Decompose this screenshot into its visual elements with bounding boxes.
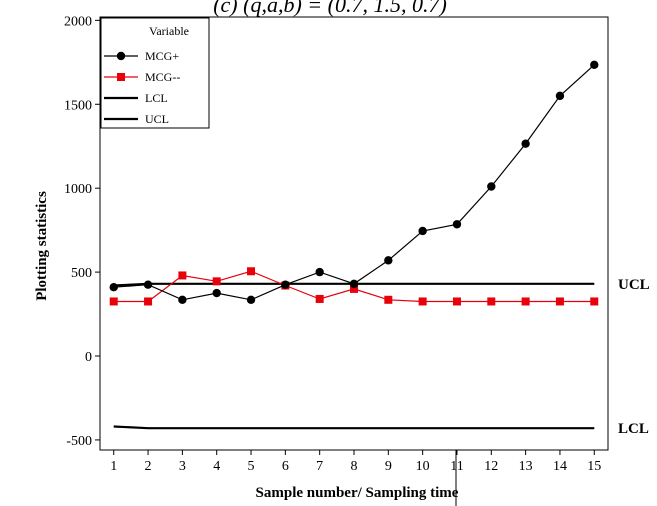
data-point-square — [144, 297, 153, 306]
data-point-square — [109, 297, 118, 306]
data-point-square — [212, 277, 221, 286]
data-point-circle — [109, 283, 118, 292]
control-limit-labels: UCL LCL — [618, 277, 650, 437]
data-point-square — [247, 267, 256, 276]
legend-title: Variable — [149, 24, 189, 38]
legend: Variable MCG+ MCG-- LCL UCL — [100, 17, 210, 129]
data-point-circle — [590, 60, 599, 70]
data-point-square — [555, 297, 564, 306]
y-axis-title: Plotting statistics — [34, 191, 50, 301]
x-tick-label: 2 — [145, 459, 152, 474]
data-point-square — [487, 297, 496, 306]
x-tick-label: 14 — [553, 459, 567, 474]
x-tick-label: 13 — [519, 459, 533, 474]
x-tick-label: 15 — [587, 459, 601, 474]
data-point-square — [384, 295, 393, 304]
series-mcg-group — [109, 60, 599, 304]
series-mcg-group — [109, 267, 599, 306]
x-tick-label: 3 — [179, 459, 186, 474]
data-point-circle — [246, 295, 256, 304]
x-tick-label: 7 — [316, 459, 323, 474]
data-point-square — [452, 297, 461, 306]
x-axis: 1 2 3 4 5 6 7 8 9 10 11 12 13 14 15 — [110, 450, 601, 474]
x-tick-label: 4 — [213, 459, 220, 474]
data-point-circle — [487, 182, 496, 191]
x-tick-label: 6 — [282, 459, 289, 474]
side-label-lcl: LCL — [618, 421, 649, 437]
legend-entry-label: LCL — [145, 91, 168, 105]
legend-swatch-circle — [116, 51, 126, 61]
data-point-circle — [384, 256, 393, 265]
data-point-circle — [418, 226, 427, 236]
y-tick-label: 500 — [71, 266, 92, 281]
x-axis-title: Sample number/ Sampling time — [256, 485, 459, 501]
side-label-ucl: UCL — [618, 277, 650, 293]
legend-entry-label: UCL — [145, 112, 169, 126]
series-layer — [109, 60, 599, 430]
legend-entry-label: MCG-- — [145, 70, 180, 84]
y-tick-label: 0 — [85, 350, 92, 365]
data-point-square — [350, 284, 358, 293]
data-point-square — [315, 294, 324, 303]
header-fragment: (c) (q,a,b) = (0.7, 1.5, 0.7) — [213, 0, 447, 17]
data-point-circle — [143, 280, 153, 289]
x-tick-label: 11 — [450, 459, 463, 474]
x-tick-label: 5 — [248, 459, 255, 474]
data-point-circle — [315, 267, 324, 277]
y-tick-label: -500 — [66, 434, 92, 449]
data-point-circle — [212, 288, 221, 298]
data-point-square — [418, 297, 427, 306]
data-point-circle — [178, 295, 187, 304]
x-tick-label: 8 — [351, 459, 358, 474]
x-tick-label: 1 — [110, 459, 117, 474]
data-point-square — [590, 297, 599, 306]
x-tick-label: 12 — [484, 459, 498, 474]
y-tick-label: 1000 — [64, 182, 92, 197]
data-point-square — [521, 297, 530, 306]
data-point-circle — [281, 280, 290, 289]
data-point-circle — [452, 220, 462, 229]
y-tick-label: 2000 — [64, 14, 92, 29]
x-tick-label: 10 — [416, 459, 430, 474]
legend-entry-label: MCG+ — [145, 49, 179, 63]
data-point-circle — [521, 139, 530, 148]
data-point-circle — [555, 91, 565, 101]
series-lcl-group — [113, 425, 595, 430]
y-tick-label: 1500 — [64, 98, 92, 113]
data-point-circle — [349, 279, 359, 289]
x-tick-label: 9 — [385, 459, 392, 474]
series-line — [113, 425, 595, 430]
y-axis: -500 0 500 1000 1500 2000 — [64, 14, 100, 449]
data-point-square — [178, 271, 187, 280]
legend-swatch-square — [117, 73, 125, 81]
